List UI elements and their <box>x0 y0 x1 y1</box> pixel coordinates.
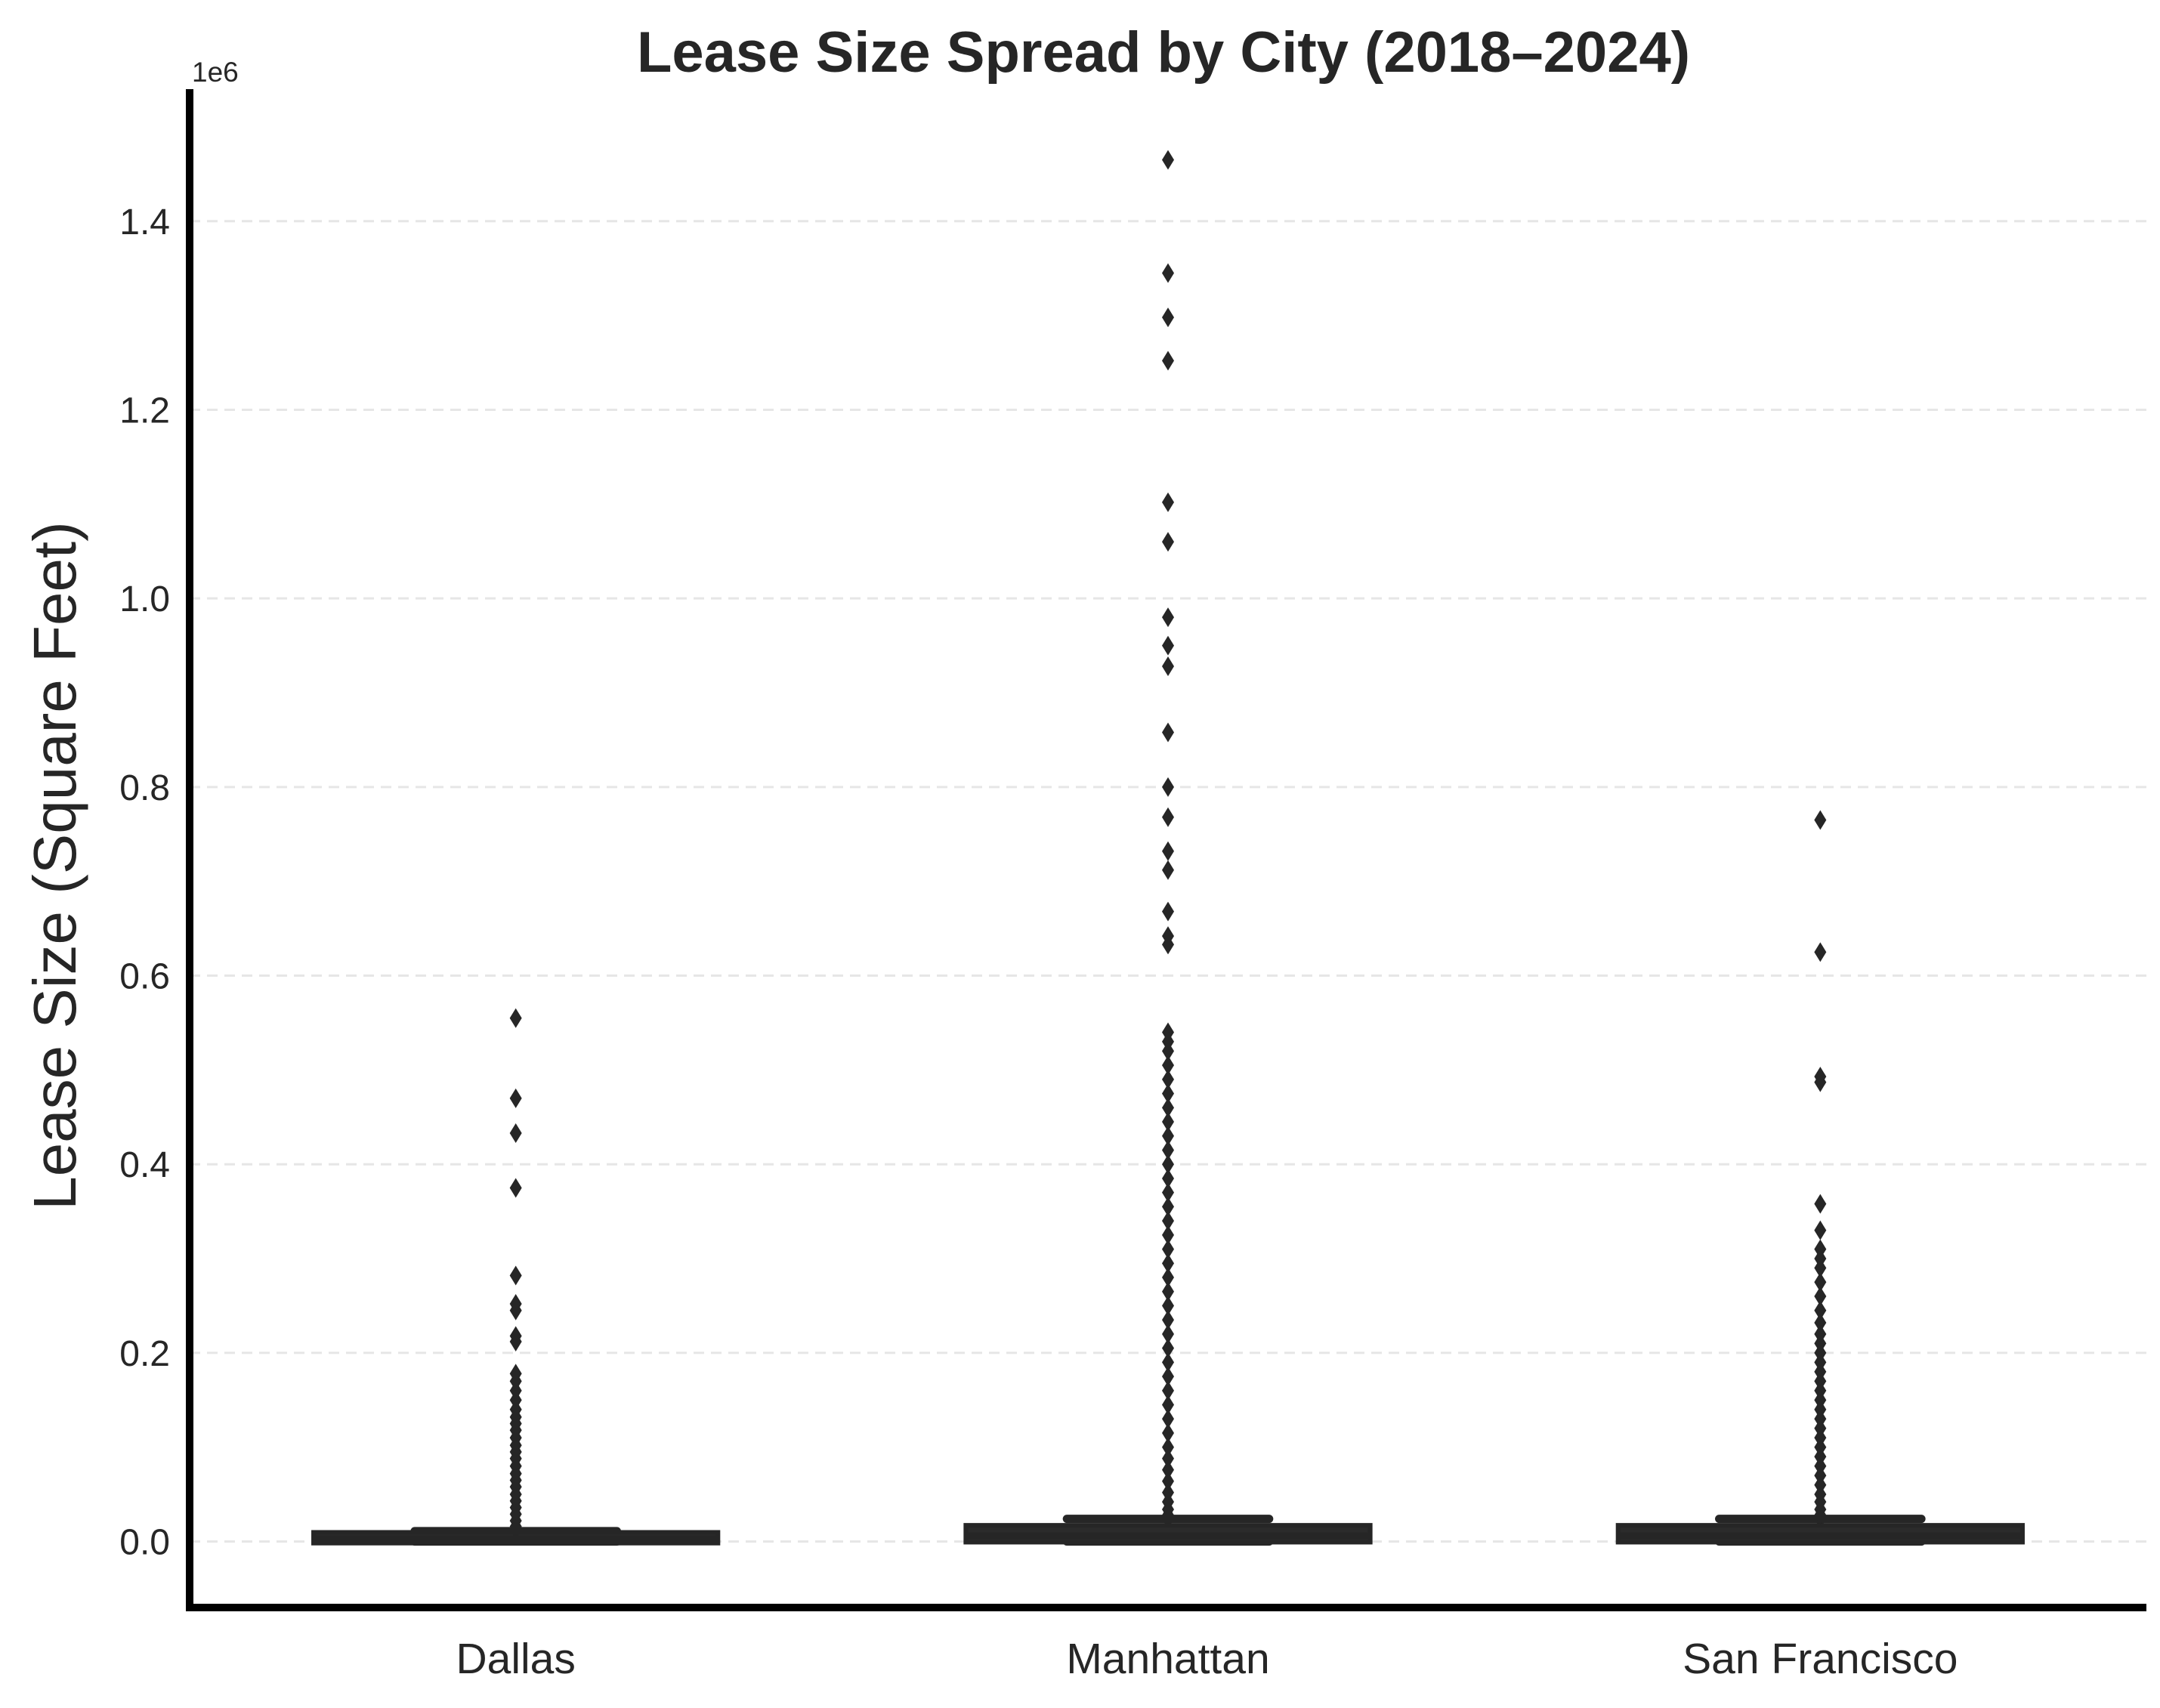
outlier-point <box>1162 1296 1174 1316</box>
outlier-point <box>1162 1395 1174 1415</box>
outlier-point <box>1162 1459 1174 1480</box>
outlier-point <box>1162 1211 1174 1231</box>
outlier-point <box>1162 150 1174 170</box>
outlier-point <box>1162 635 1174 656</box>
outlier-point <box>509 1519 522 1540</box>
outlier-point <box>1162 1140 1174 1160</box>
outlier-point <box>1814 810 1827 830</box>
outlier-point <box>509 1123 522 1144</box>
outlier-point <box>1162 351 1174 371</box>
outlier-point <box>1162 934 1174 955</box>
outlier-point <box>1162 1471 1174 1491</box>
outlier-point <box>1162 1380 1174 1401</box>
outlier-point <box>509 1331 522 1351</box>
y-tick-labels: 0.0 0.2 0.4 0.6 0.8 1.0 1.2 1.4 <box>119 202 170 1563</box>
outlier-point <box>1162 1352 1174 1373</box>
outlier-point <box>1162 1168 1174 1188</box>
outlier-point <box>1162 1423 1174 1444</box>
axes <box>186 89 2146 1611</box>
outlier-point <box>1162 1310 1174 1330</box>
outlier-point <box>1162 722 1174 743</box>
outlier-point <box>1814 942 1827 962</box>
outlier-point <box>1162 1437 1174 1457</box>
outlier-point <box>1162 492 1174 512</box>
outlier-point <box>1814 1272 1827 1293</box>
outlier-point <box>1162 1448 1174 1469</box>
box-dallas <box>311 1008 721 1546</box>
outlier-point <box>1162 1069 1174 1089</box>
box-manhattan <box>963 150 1373 1546</box>
outlier-point <box>1162 1182 1174 1203</box>
outlier-point <box>1162 607 1174 628</box>
outlier-point <box>1162 307 1174 328</box>
outlier-point <box>1814 1312 1827 1333</box>
outlier-point <box>1814 1505 1827 1525</box>
y-tick-label: 0.2 <box>119 1334 170 1374</box>
outlier-point <box>1814 1194 1827 1214</box>
outlier-point <box>509 1008 522 1028</box>
outlier-point <box>1162 1281 1174 1302</box>
outlier-point <box>1162 1367 1174 1387</box>
outlier-point <box>1814 1258 1827 1278</box>
outlier-point <box>1162 1041 1174 1061</box>
y-axis-label: Lease Size (Square Feet) <box>21 521 88 1210</box>
y-tick-label: 0.8 <box>119 768 170 808</box>
outlier-point <box>1162 1083 1174 1104</box>
y-tick-label: 1.2 <box>119 391 170 431</box>
outlier-point <box>1162 1338 1174 1358</box>
outlier-point <box>509 1265 522 1286</box>
outlier-point <box>1162 1225 1174 1245</box>
y-tick-label: 1.4 <box>119 202 170 242</box>
outlier-point <box>1162 1253 1174 1274</box>
outlier-point <box>1162 1098 1174 1118</box>
outlier-point <box>1162 1197 1174 1217</box>
outlier-point <box>1162 1268 1174 1288</box>
y-axis-offset-label: 1e6 <box>192 57 239 88</box>
box-plot-series <box>311 150 2025 1546</box>
outlier-point <box>509 1178 522 1198</box>
outlier-point <box>1162 807 1174 827</box>
x-tick-label: San Francisco <box>1683 1635 1958 1683</box>
outlier-point <box>1162 1154 1174 1175</box>
x-tick-label: Dallas <box>456 1635 575 1683</box>
chart-title: Lease Size Spread by City (2018–2024) <box>637 20 1690 85</box>
outlier-point <box>1162 1239 1174 1259</box>
y-tick-label: 0.6 <box>119 957 170 997</box>
outlier-point <box>1814 1220 1827 1240</box>
outlier-point <box>1814 1300 1827 1320</box>
outlier-point <box>509 1088 522 1108</box>
outlier-point <box>1162 841 1174 861</box>
outlier-point <box>1162 1505 1174 1525</box>
outlier-point <box>1162 1126 1174 1146</box>
outlier-point <box>1162 532 1174 552</box>
y-tick-label: 1.0 <box>119 579 170 619</box>
outlier-point <box>1162 263 1174 283</box>
outlier-point <box>1162 656 1174 677</box>
x-tick-label: Manhattan <box>1066 1635 1269 1683</box>
outlier-point <box>1814 1072 1827 1092</box>
y-tick-label: 0.4 <box>119 1145 170 1185</box>
outlier-point <box>1162 777 1174 797</box>
outlier-point <box>1162 1323 1174 1344</box>
box-san-francisco <box>1615 810 2025 1546</box>
outlier-point <box>1162 860 1174 880</box>
x-tick-labels: Dallas Manhattan San Francisco <box>456 1635 1958 1683</box>
outlier-point <box>1162 1409 1174 1429</box>
outlier-point <box>1162 901 1174 922</box>
outlier-point <box>509 1300 522 1320</box>
outlier-point <box>1162 1112 1174 1132</box>
y-tick-label: 0.0 <box>119 1523 170 1563</box>
outlier-point <box>1814 1286 1827 1307</box>
outlier-point <box>1162 1055 1174 1076</box>
